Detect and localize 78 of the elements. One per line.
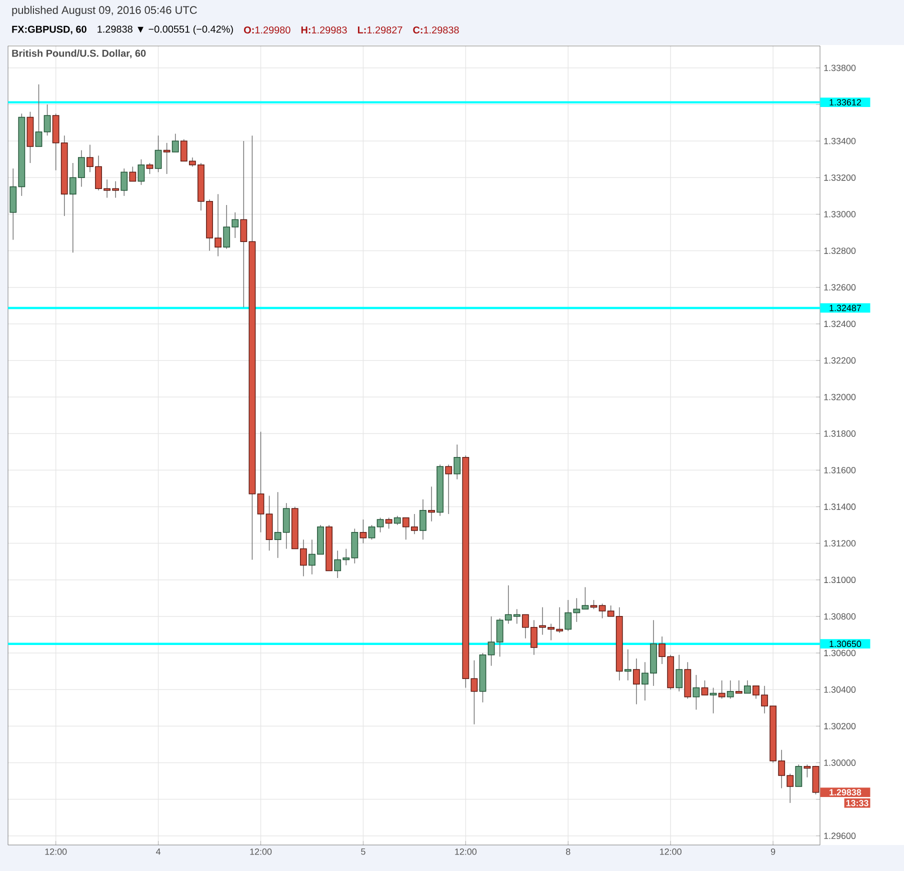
candlestick — [420, 499, 426, 540]
candlestick — [129, 166, 136, 182]
candlestick — [394, 515, 401, 526]
candlestick — [582, 586, 589, 610]
x-tick-label: 9 — [770, 848, 776, 855]
y-tick-label: 1.32200 — [824, 357, 856, 364]
text: H:1.29983 — [301, 26, 347, 34]
ref-line-label: 1.32487 — [830, 304, 861, 312]
y-tick-label: 1.31600 — [824, 466, 856, 474]
y-tick-label: 1.32400 — [824, 320, 856, 328]
candlestick — [744, 680, 751, 694]
y-tick-label: 1.33200 — [824, 174, 856, 181]
x-tick-label: 8 — [566, 848, 570, 855]
candlestick — [257, 431, 264, 533]
x-tick-label: 12:00 — [455, 848, 477, 855]
text: 1.29838 — [830, 789, 862, 796]
candlestick — [163, 142, 170, 174]
candlestick — [795, 764, 802, 787]
candlestick — [44, 104, 51, 136]
text: 13:33 — [846, 800, 868, 806]
candlestick — [624, 648, 632, 681]
y-tick-label: 1.30600 — [824, 650, 856, 656]
x-tick-label: 5 — [361, 848, 366, 855]
text: O:1.29980 — [244, 26, 290, 34]
candlestick — [445, 464, 452, 514]
candlestick — [701, 680, 708, 696]
y-tick-label: 1.30200 — [824, 722, 856, 730]
text: 1.29838 ▼ −0.00551 (−0.42%) — [98, 25, 233, 35]
chart-subtitle: published August 09, 2016 05:46 UTC — [12, 6, 197, 16]
ref-line-label: 1.30650 — [830, 640, 862, 648]
candlestick — [710, 687, 717, 714]
y-tick-label: 1.30000 — [824, 760, 856, 766]
chart-title: FX:GBPUSD, 60 — [12, 26, 86, 34]
candlestick — [470, 660, 478, 725]
y-tick-label: 1.31000 — [824, 576, 856, 584]
candlestick — [454, 444, 461, 480]
y-tick-label: 1.31800 — [824, 430, 856, 437]
candlestick — [692, 674, 700, 710]
y-tick-label: 1.33400 — [824, 138, 856, 144]
candlestick — [428, 486, 435, 522]
candlestick — [172, 133, 179, 152]
candlestick — [138, 158, 145, 186]
candlestick — [120, 168, 128, 196]
candlestick — [676, 654, 683, 692]
candlestick — [360, 519, 367, 544]
x-tick-label: 12:00 — [250, 848, 272, 855]
text: C:1.29838 — [413, 26, 459, 34]
x-tick-label: 4 — [156, 848, 161, 855]
y-tick-label: 1.33000 — [824, 211, 856, 218]
candlestick — [376, 517, 384, 533]
candlestick — [718, 680, 726, 700]
y-tick-label: 1.33800 — [824, 64, 856, 72]
candlestick — [735, 680, 742, 694]
y-tick-label: 1.29600 — [824, 832, 856, 840]
candlestick — [726, 680, 734, 700]
y-tick-label: 1.32000 — [824, 394, 856, 400]
candlestick — [35, 84, 42, 147]
y-tick-label: 1.31200 — [824, 540, 856, 546]
candlestick — [385, 517, 392, 530]
y-tick-label: 1.32600 — [824, 284, 856, 291]
x-tick-label: 12:00 — [45, 848, 67, 855]
candlestick — [154, 135, 162, 173]
candlestick — [590, 600, 598, 610]
ref-line-label: 1.33612 — [830, 99, 861, 106]
text: L:1.29827 — [358, 26, 402, 34]
candlestick — [146, 162, 154, 174]
candlestick — [598, 603, 606, 619]
y-tick-label: 1.30800 — [824, 613, 856, 620]
candlestick — [804, 764, 811, 778]
candlestick — [488, 616, 495, 666]
candlestick — [632, 658, 640, 705]
y-tick-label: 1.31400 — [824, 504, 856, 510]
x-tick-label: 12:00 — [660, 848, 682, 855]
candlestick — [368, 524, 376, 540]
candlestick — [240, 140, 248, 308]
annotation: British Pound/U.S. Dollar, 60 — [12, 49, 146, 58]
y-tick-label: 1.30400 — [824, 686, 856, 693]
y-tick-label: 1.32800 — [824, 248, 856, 254]
